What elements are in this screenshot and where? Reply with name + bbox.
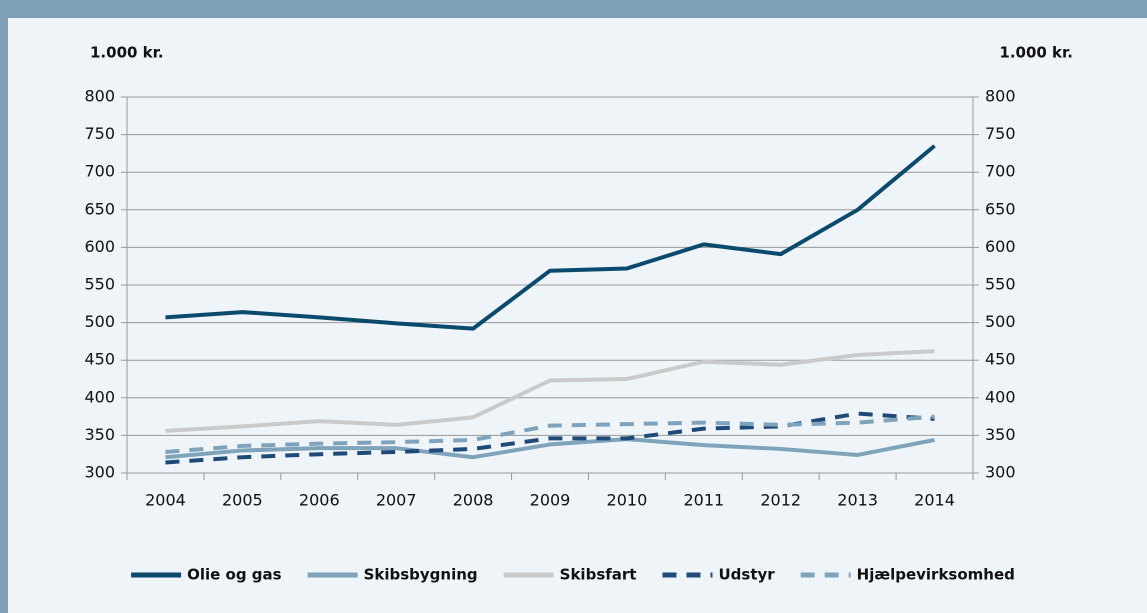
x-tick-label: 2009 bbox=[530, 491, 571, 510]
y-tick-label: 600 bbox=[84, 237, 115, 256]
x-tick-label: 2013 bbox=[837, 491, 878, 510]
x-tick-label: 2014 bbox=[914, 491, 955, 510]
series-line bbox=[165, 349, 935, 433]
x-tick-label: 2008 bbox=[453, 491, 494, 510]
y-tick-label: 800 bbox=[84, 87, 115, 106]
y2-tick-label: 500 bbox=[985, 312, 1016, 331]
legend-label: Olie og gas bbox=[187, 566, 282, 584]
legend-label: Udstyr bbox=[718, 566, 775, 584]
series-line bbox=[165, 144, 936, 331]
x-tick-label: 2012 bbox=[760, 491, 801, 510]
legend-label: Hjælpevirksomhed bbox=[857, 566, 1015, 584]
y-tick-label: 450 bbox=[84, 350, 115, 369]
y2-tick-label: 650 bbox=[985, 199, 1016, 218]
y-tick-label: 500 bbox=[84, 312, 115, 331]
x-tick-label: 2011 bbox=[683, 491, 724, 510]
y2-tick-label: 400 bbox=[985, 387, 1016, 406]
legend-label: Skibsfart bbox=[560, 566, 637, 584]
y-tick-label: 650 bbox=[84, 199, 115, 218]
series-line bbox=[165, 411, 935, 465]
y2-tick-label: 800 bbox=[985, 87, 1016, 106]
y-tick-label: 350 bbox=[84, 425, 115, 444]
y-tick-label: 750 bbox=[84, 124, 115, 143]
y2-tick-label: 550 bbox=[985, 275, 1016, 294]
y-tick-label: 700 bbox=[84, 162, 115, 181]
x-tick-label: 2005 bbox=[222, 491, 263, 510]
y2-tick-label: 350 bbox=[985, 425, 1016, 444]
y2-tick-label: 700 bbox=[985, 162, 1016, 181]
x-tick-label: 2004 bbox=[145, 491, 186, 510]
y-tick-label: 400 bbox=[84, 387, 115, 406]
y-tick-label: 300 bbox=[84, 463, 115, 482]
y2-tick-label: 600 bbox=[985, 237, 1016, 256]
x-tick-label: 2006 bbox=[299, 491, 340, 510]
x-tick-label: 2007 bbox=[376, 491, 417, 510]
y2-tick-label: 450 bbox=[985, 350, 1016, 369]
series-line bbox=[165, 414, 935, 454]
y-axis-label: 1.000 kr. bbox=[90, 44, 164, 62]
series-line bbox=[165, 437, 935, 460]
y2-tick-label: 300 bbox=[985, 463, 1016, 482]
y2-axis-label: 1.000 kr. bbox=[999, 44, 1073, 62]
y2-tick-label: 750 bbox=[985, 124, 1016, 143]
x-tick-label: 2010 bbox=[607, 491, 648, 510]
y-tick-label: 550 bbox=[84, 275, 115, 294]
legend-label: Skibsbygning bbox=[364, 566, 478, 584]
